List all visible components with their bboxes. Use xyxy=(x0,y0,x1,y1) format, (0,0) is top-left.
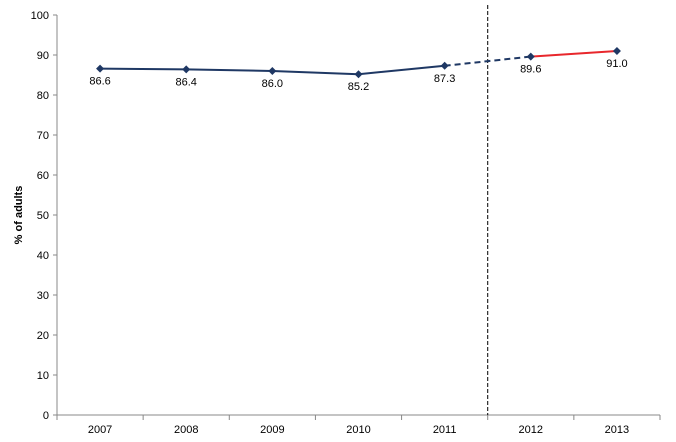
y-tick-label: 0 xyxy=(43,410,49,422)
data-label: 86.0 xyxy=(262,78,283,90)
data-point xyxy=(182,65,191,74)
data-point xyxy=(268,67,277,75)
data-label: 86.6 xyxy=(89,76,110,88)
x-tick-label: 2011 xyxy=(433,424,457,436)
series-segment-dashed xyxy=(444,55,531,67)
data-label: 91.0 xyxy=(606,58,627,70)
y-axis-title: % of adults xyxy=(13,186,25,245)
series-segment-solid xyxy=(530,50,617,58)
data-point xyxy=(526,52,535,61)
data-labels: 86.6 86.4 86.0 85.2 87.3 89.6 91.0 xyxy=(89,58,627,93)
x-tick-label: 2008 xyxy=(174,424,198,436)
x-tick-label: 2013 xyxy=(605,424,629,436)
y-tick-label: 50 xyxy=(37,210,49,222)
data-label: 86.4 xyxy=(176,76,197,88)
y-tick-label: 60 xyxy=(37,170,49,182)
x-ticks: 2007 2008 2009 2010 2011 2012 2013 xyxy=(56,415,661,436)
data-point xyxy=(612,47,621,55)
data-label: 87.3 xyxy=(434,73,455,85)
y-ticks: 0 10 20 30 40 50 60 70 80 90 100 xyxy=(31,10,57,422)
data-label: 85.2 xyxy=(348,81,369,93)
x-tick-label: 2012 xyxy=(519,424,543,436)
x-tick-label: 2007 xyxy=(88,424,112,436)
data-label: 89.6 xyxy=(520,64,541,76)
y-tick-label: 40 xyxy=(37,250,49,262)
data-point xyxy=(96,64,105,73)
x-tick-label: 2009 xyxy=(260,424,284,436)
data-point xyxy=(354,70,363,79)
y-tick-label: 10 xyxy=(37,370,49,382)
x-tick-label: 2010 xyxy=(346,424,370,436)
data-point xyxy=(440,61,449,70)
y-tick-label: 20 xyxy=(37,330,49,342)
data-points xyxy=(96,47,621,79)
y-tick-label: 90 xyxy=(37,50,49,62)
y-tick-label: 100 xyxy=(31,10,49,22)
y-tick-label: 30 xyxy=(37,290,49,302)
y-tick-label: 70 xyxy=(37,130,49,142)
y-axis-title-group: % of adults xyxy=(13,186,25,245)
y-tick-label: 80 xyxy=(37,90,49,102)
